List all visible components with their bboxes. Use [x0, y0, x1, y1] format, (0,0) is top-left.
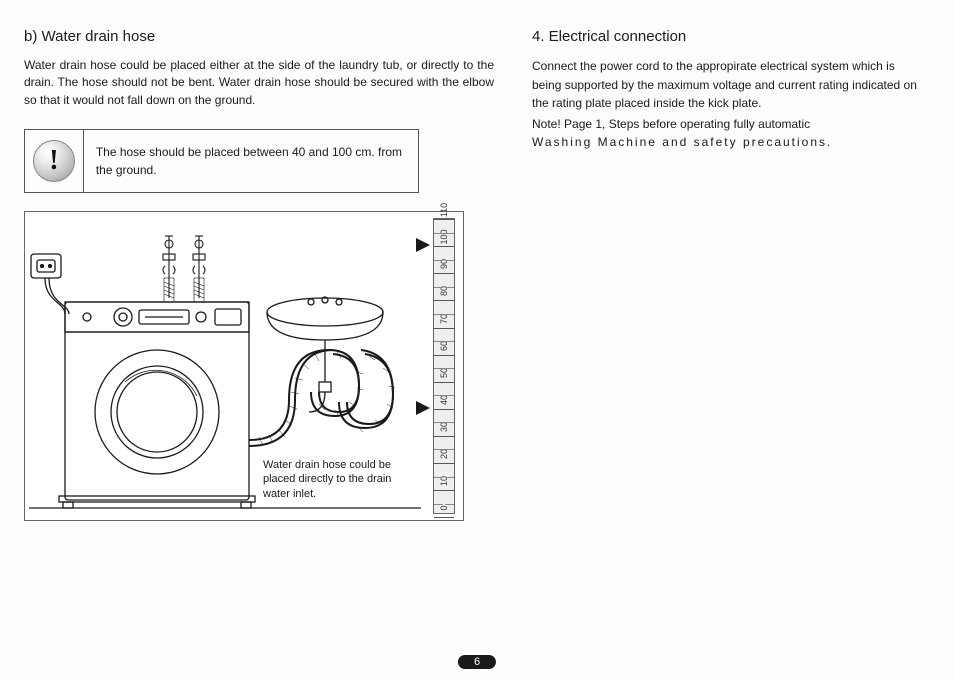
height-ruler: 0102030405060708090100110 — [433, 218, 455, 514]
electrical-paragraph-2: Note! Page 1, Steps before operating ful… — [532, 115, 922, 134]
exclamation-icon: ! — [33, 140, 75, 182]
section-heading-4: 4. Electrical connection — [532, 28, 922, 45]
page: b) Water drain hose Water drain hose cou… — [0, 0, 954, 521]
diagram-box: 0102030405060708090100110 Water drain ho… — [24, 211, 464, 521]
diagram-caption: Water drain hose could be placed directl… — [263, 458, 413, 503]
left-column: b) Water drain hose Water drain hose cou… — [24, 28, 494, 521]
electrical-paragraph-1: Connect the power cord to the appropirat… — [532, 57, 922, 113]
note-icon-wrap: ! — [25, 130, 84, 192]
page-number: 6 — [458, 655, 496, 669]
note-text: The hose should be placed between 40 and… — [84, 135, 418, 187]
drain-hose-paragraph: Water drain hose could be placed either … — [24, 57, 494, 109]
electrical-paragraph-3: Washing Machine and safety precautions. — [532, 133, 922, 152]
arrow-marker-bottom — [416, 401, 430, 415]
note-box: ! The hose should be placed between 40 a… — [24, 129, 419, 193]
section-heading-b: b) Water drain hose — [24, 28, 494, 45]
right-column: 4. Electrical connection Connect the pow… — [522, 28, 922, 521]
arrow-marker-top — [416, 238, 430, 252]
